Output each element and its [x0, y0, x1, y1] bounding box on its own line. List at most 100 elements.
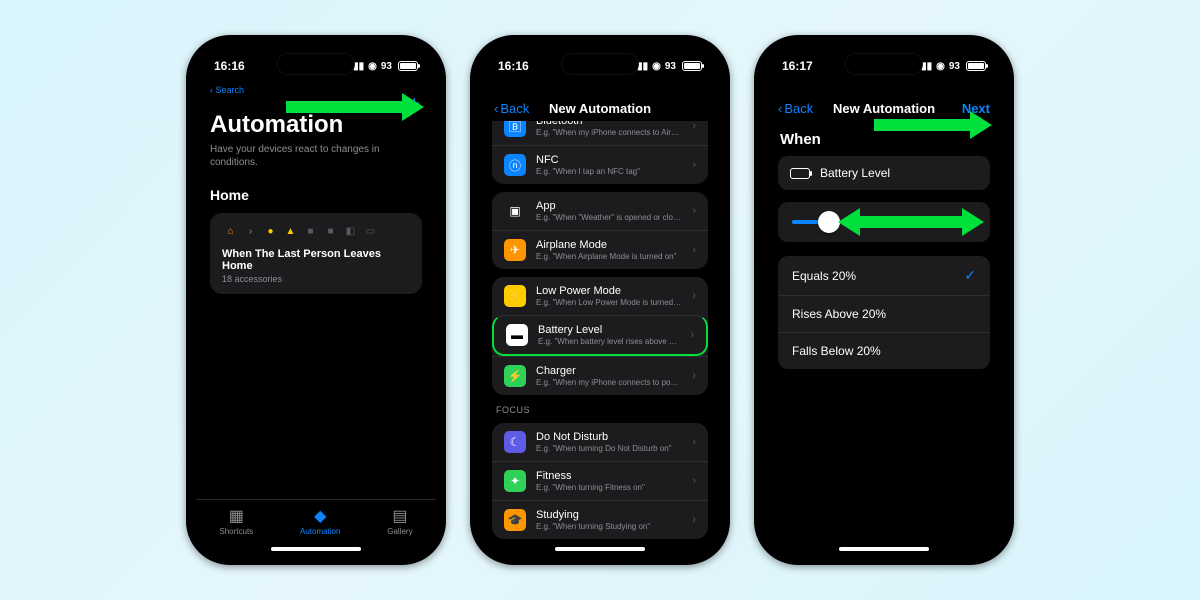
trigger-row-do-not-disturb[interactable]: ☾Do Not DisturbE.g. "When turning Do Not… [492, 423, 708, 461]
option-label: Falls Below 20% [792, 344, 881, 358]
trigger-group: ☾Do Not DisturbE.g. "When turning Do Not… [492, 423, 708, 539]
dynamic-island [277, 53, 355, 75]
phone-3: 16:17 ▮▮▮▮ ◉ 93 ‹ Back New Automation Ne… [754, 35, 1014, 565]
trigger-row-nfc[interactable]: ⓝNFCE.g. "When I tap an NFC tag"› [492, 145, 708, 184]
bat-icon: ▬ [506, 324, 528, 346]
chevron-icon: › [692, 475, 696, 487]
slider-container [778, 202, 990, 242]
fit-icon: ✦ [504, 470, 526, 492]
row-title: Low Power Mode [536, 285, 682, 297]
home-indicator [555, 547, 645, 551]
trigger-row-fitness[interactable]: ✦ FitnessE.g. "When turning Fitness on" › [492, 461, 708, 500]
option-label: Rises Above 20% [792, 307, 886, 321]
row-title: Bluetooth [536, 121, 682, 127]
trigger-row-bluetooth[interactable]: 🄱BluetoothE.g. "When my iPhone connects … [492, 121, 708, 145]
card-title: When The Last Person Leaves Home [222, 248, 410, 272]
row-title: App [536, 200, 682, 212]
tab-icon: ◆ [310, 507, 330, 525]
row-title: NFC [536, 154, 682, 166]
dynamic-island [561, 53, 639, 75]
row-subtitle: E.g. "When my iPhone connects to AirPods… [536, 128, 682, 137]
wifi-icon: ◉ [936, 61, 945, 72]
accessory-icon: ▲ [282, 223, 299, 240]
nav-bar: ‹ Back New Automation [480, 79, 720, 121]
chg-icon: ⚡ [504, 365, 526, 387]
row-subtitle: E.g. "When Airplane Mode is turned on" [536, 252, 682, 261]
add-button[interactable]: + [408, 93, 420, 116]
trigger-row-studying[interactable]: 🎓StudyingE.g. "When turning Studying on"… [492, 500, 708, 539]
tab-label: Shortcuts [219, 527, 253, 536]
wifi-icon: ◉ [652, 61, 661, 72]
row-title: Fitness [536, 470, 682, 482]
accessory-icon: ■ [322, 223, 339, 240]
battery-pct: 93 [665, 61, 676, 72]
battery-icon [790, 168, 810, 179]
check-icon: ✓ [964, 267, 976, 284]
accessory-icon: ◧ [342, 223, 359, 240]
row-subtitle: E.g. "When "Weather" is opened or closed… [536, 213, 682, 222]
battery-pct: 93 [381, 61, 392, 72]
tab-label: Gallery [387, 527, 412, 536]
accessory-icon: ▭ [362, 223, 379, 240]
page-subtitle: Have your devices react to changes in co… [210, 143, 422, 169]
option-label: Equals 20% [792, 269, 856, 283]
trigger-row-battery-level[interactable]: ▬ Battery LevelE.g. "When battery level r… [492, 315, 708, 356]
status-time: 16:16 [214, 59, 245, 73]
trigger-list[interactable]: 🄱BluetoothE.g. "When my iPhone connects … [480, 121, 720, 555]
section-home: Home [210, 187, 422, 203]
screen-1: 16:16 ▮▮▮▮ ◉ 93 ‹ Search + Automation Ha… [196, 45, 436, 555]
back-button[interactable]: ‹ Back [778, 101, 813, 116]
app-icon: ▣ [504, 200, 526, 222]
row-subtitle: E.g. "When I tap an NFC tag" [536, 167, 682, 176]
tab-shortcuts[interactable]: ▦ Shortcuts [219, 507, 253, 536]
trigger-group: 🄱BluetoothE.g. "When my iPhone connects … [492, 121, 708, 184]
nfc-icon: ⓝ [504, 154, 526, 176]
next-button[interactable]: Next [962, 101, 990, 116]
page-title: Automation [210, 111, 422, 139]
search-back[interactable]: ‹ Search [210, 85, 244, 95]
chevron-icon: › [692, 244, 696, 256]
row-title: Battery Level [538, 324, 680, 336]
tab-gallery[interactable]: ▤Gallery [387, 507, 412, 536]
row-subtitle: E.g. "When turning Do Not Disturb on" [536, 444, 682, 453]
home-indicator [271, 547, 361, 551]
dynamic-island [845, 53, 923, 75]
row-subtitle: E.g. "When my iPhone connects to power" [536, 378, 682, 387]
battery-icon [966, 61, 986, 71]
home-indicator [839, 547, 929, 551]
when-label: When [780, 131, 988, 148]
status-time: 16:17 [782, 59, 813, 73]
trigger-row-low-power-mode[interactable]: ⚡ Low Power ModeE.g. "When Low Power Mode… [492, 277, 708, 315]
row-subtitle: E.g. "When turning Fitness on" [536, 483, 682, 492]
option-falls-below-20-[interactable]: Falls Below 20% [778, 332, 990, 369]
trigger-row-airplane-mode[interactable]: ✈Airplane ModeE.g. "When Airplane Mode i… [492, 230, 708, 269]
wifi-icon: ◉ [368, 61, 377, 72]
row-subtitle: E.g. "When turning Studying on" [536, 522, 682, 531]
battery-icon [682, 61, 702, 71]
group-label: FOCUS [496, 405, 704, 415]
trigger-row-charger[interactable]: ⚡ChargerE.g. "When my iPhone connects to… [492, 356, 708, 395]
chevron-icon: › [690, 329, 694, 341]
slider-thumb[interactable] [818, 211, 840, 233]
tab-icon: ▦ [226, 507, 246, 525]
lpm-icon: ⚡ [504, 285, 526, 307]
slider-track[interactable] [792, 220, 976, 224]
chevron-icon: › [692, 514, 696, 526]
phone-1: 16:16 ▮▮▮▮ ◉ 93 ‹ Search + Automation Ha… [186, 35, 446, 565]
accessory-icon: ■ [302, 223, 319, 240]
option-equals-20-[interactable]: Equals 20% ✓ [778, 256, 990, 295]
trigger-row: Battery Level [778, 156, 990, 190]
row-title: Do Not Disturb [536, 431, 682, 443]
screen-2: 16:16 ▮▮▮▮ ◉ 93 ‹ Back New Automation 🄱B… [480, 45, 720, 555]
screen-3: 16:17 ▮▮▮▮ ◉ 93 ‹ Back New Automation Ne… [764, 45, 1004, 555]
row-title: Airplane Mode [536, 239, 682, 251]
chevron-icon: › [692, 290, 696, 302]
battery-pct: 93 [949, 61, 960, 72]
automation-card[interactable]: ⌂›●▲■■◧▭ When The Last Person Leaves Hom… [210, 213, 422, 294]
option-rises-above-20-[interactable]: Rises Above 20% [778, 295, 990, 332]
row-subtitle: E.g. "When battery level rises above 50%… [538, 337, 680, 346]
back-button[interactable]: ‹ Back [494, 101, 529, 116]
trigger-row-app[interactable]: ▣ AppE.g. "When "Weather" is opened or cl… [492, 192, 708, 230]
row-subtitle: E.g. "When Low Power Mode is turned off" [536, 298, 682, 307]
tab-automation[interactable]: ◆Automation [300, 507, 340, 536]
